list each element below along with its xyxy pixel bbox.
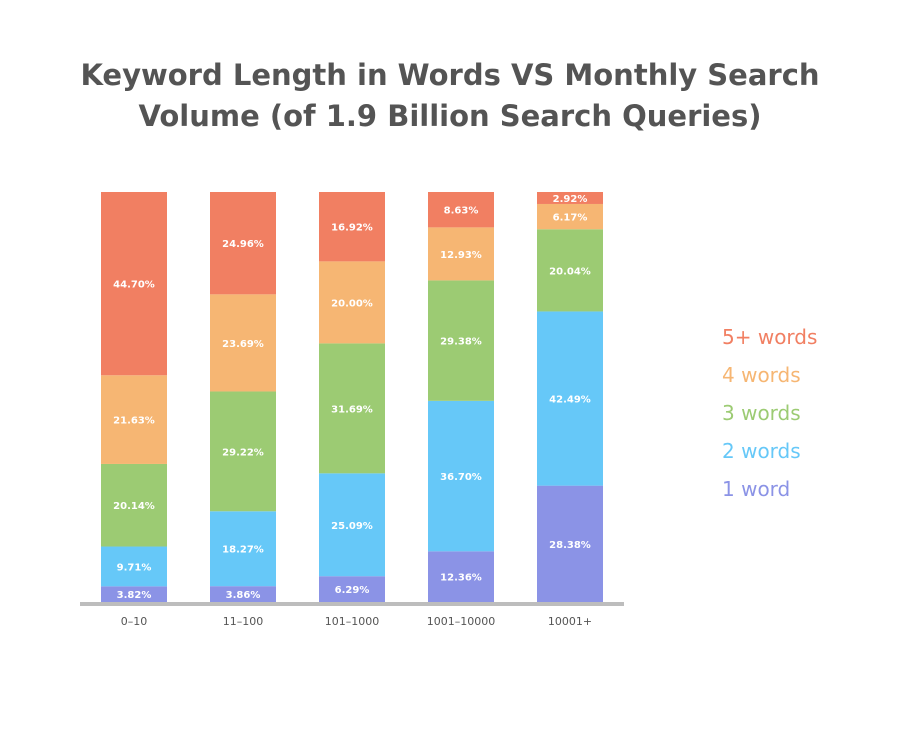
data-label: 29.38% [440, 337, 482, 348]
data-label: 12.36% [440, 573, 482, 584]
data-label: 6.17% [553, 213, 588, 224]
bar-segment-4-words-4 [537, 203, 603, 230]
data-label: 18.27% [222, 545, 264, 556]
legend-item: 2 words [722, 439, 801, 463]
bar-segment-2-words-0 [101, 546, 167, 587]
bar-segment-2-words-3 [428, 400, 494, 552]
legend-item: 5+ words [722, 325, 818, 349]
bar-segment-2-words-2 [319, 473, 385, 577]
data-label: 28.38% [549, 540, 591, 551]
data-label: 21.63% [113, 416, 155, 427]
bar-segment-4-words-0 [101, 375, 167, 464]
data-label: 31.69% [331, 404, 373, 415]
data-label: 12.93% [440, 250, 482, 261]
bar-segment-3-words-0 [101, 463, 167, 547]
bar-segment-2-words-1 [210, 511, 276, 587]
bar-segment-1-word-3 [428, 551, 494, 602]
legend-item: 4 words [722, 363, 801, 387]
data-label: 42.49% [549, 395, 591, 406]
bar-segment-1-word-2 [319, 576, 385, 602]
bar-segment-5-words-3 [428, 192, 494, 228]
bar-segment-1-word-0 [101, 586, 167, 602]
data-label: 20.04% [549, 266, 591, 277]
x-tick-label: 1001–10000 [427, 615, 496, 628]
x-tick-label: 11–100 [223, 615, 264, 628]
data-label: 44.70% [113, 280, 155, 291]
data-label: 25.09% [331, 521, 373, 532]
data-label: 20.00% [331, 298, 373, 309]
x-axis-line [80, 602, 624, 606]
bar-segment-3-words-1 [210, 391, 276, 512]
data-label: 2.92% [553, 194, 588, 205]
data-label: 24.96% [222, 239, 264, 250]
legend-item: 1 word [722, 477, 791, 501]
bar-segment-5-words-1 [210, 192, 276, 295]
bar-segment-5-words-2 [319, 192, 385, 262]
data-label: 36.70% [440, 472, 482, 483]
data-label: 3.86% [226, 590, 261, 601]
chart-legend: 5+ words 4 words 3 words 2 words 1 word [722, 318, 817, 508]
bar-segment-5-words-4 [537, 192, 603, 204]
bar-segment-3-words-3 [428, 280, 494, 401]
data-label: 8.63% [444, 206, 479, 217]
x-tick-label: 0–10 [121, 615, 148, 628]
data-label: 29.22% [222, 447, 264, 458]
data-label: 23.69% [222, 339, 264, 350]
bar-segment-1-word-1 [210, 586, 276, 602]
bar-segment-3-words-2 [319, 343, 385, 474]
bar-segment-4-words-3 [428, 227, 494, 281]
bar-segment-1-word-4 [537, 485, 603, 602]
data-label: 9.71% [117, 562, 152, 573]
x-tick-label: 10001+ [548, 615, 592, 628]
bar-segment-2-words-4 [537, 311, 603, 486]
data-label: 20.14% [113, 501, 155, 512]
data-label: 16.92% [331, 223, 373, 234]
bar-segment-4-words-2 [319, 261, 385, 344]
data-label: 3.82% [117, 590, 152, 601]
x-tick-label: 101–1000 [325, 615, 380, 628]
legend-item: 3 words [722, 401, 801, 425]
bar-segment-3-words-4 [537, 229, 603, 312]
bar-segment-5-words-0 [101, 192, 167, 376]
bar-segment-4-words-1 [210, 294, 276, 392]
chart-title: Keyword Length in Words VS Monthly Searc… [80, 58, 820, 133]
data-label: 6.29% [335, 585, 370, 596]
